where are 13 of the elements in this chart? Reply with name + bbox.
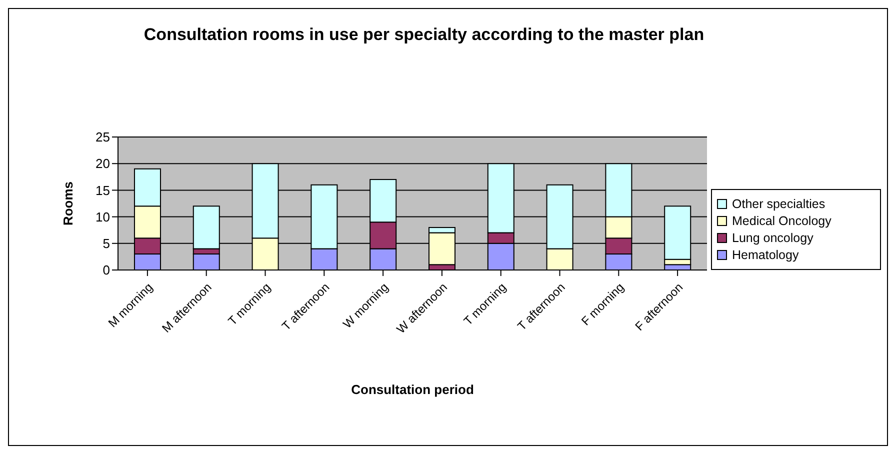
y-tick-label: 20 [96, 156, 110, 172]
chart-title: Consultation rooms in use per specialty according to the master plan [142, 24, 706, 46]
x-axis-title: Consultation period [351, 382, 474, 397]
y-tick-label: 10 [96, 209, 110, 224]
legend-label: Other specialties [732, 197, 826, 211]
y-tick-label: 0 [102, 262, 110, 278]
y-tick-label: 25 [96, 130, 110, 145]
y-axis-title: Rooms [60, 181, 76, 226]
legend-label: Lung oncology [732, 231, 814, 245]
y-tick-label: 5 [102, 236, 110, 252]
y-tick-label: 15 [96, 182, 110, 198]
legend-label: Medical Oncology [732, 214, 832, 228]
legend-label: Hematology [732, 248, 799, 262]
